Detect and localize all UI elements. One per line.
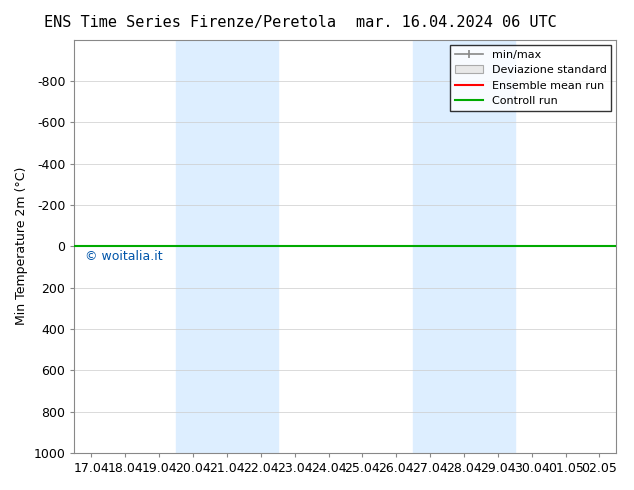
Text: ENS Time Series Firenze/Peretola: ENS Time Series Firenze/Peretola	[44, 15, 336, 30]
Legend: min/max, Deviazione standard, Ensemble mean run, Controll run: min/max, Deviazione standard, Ensemble m…	[450, 45, 611, 111]
Text: mar. 16.04.2024 06 UTC: mar. 16.04.2024 06 UTC	[356, 15, 557, 30]
Bar	[413, 40, 515, 453]
Y-axis label: Min Temperature 2m (°C): Min Temperature 2m (°C)	[15, 167, 28, 325]
Bar	[176, 40, 278, 453]
Text: © woitalia.it: © woitalia.it	[86, 250, 163, 263]
